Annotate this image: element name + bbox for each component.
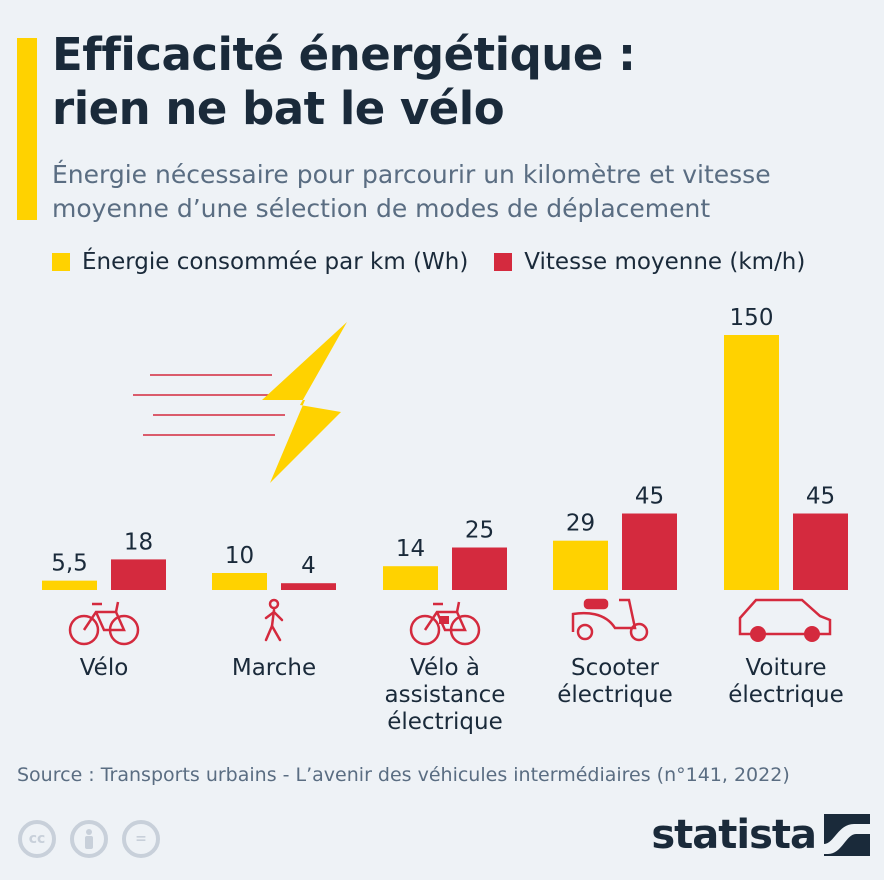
data-label: 18 [124, 529, 153, 555]
bar-speed [281, 583, 336, 590]
legend-item-energy: Énergie consommée par km (Wh) [52, 249, 468, 275]
category-label: Voiture [745, 655, 826, 681]
data-label: 4 [301, 553, 316, 579]
data-label: 5,5 [51, 551, 88, 577]
chart-title: Efficacité énergétique : rien ne bat le … [52, 28, 872, 136]
license-icons: cc = [18, 820, 174, 858]
subtitle-line-1: Énergie nécessaire pour parcourir un kil… [52, 160, 771, 189]
data-label: 10 [225, 543, 254, 569]
category-label: Vélo [80, 655, 129, 681]
category-label: Scooter [571, 655, 660, 681]
data-label: 25 [465, 518, 494, 544]
statista-mark-icon [824, 814, 870, 856]
legend-label-speed: Vitesse moyenne (km/h) [524, 249, 806, 275]
bar-speed [622, 513, 677, 590]
bar-energy [724, 335, 779, 590]
bar-energy [212, 573, 267, 590]
category-label: électrique [557, 682, 673, 708]
bicycle-icon [68, 601, 140, 646]
data-label: 29 [566, 511, 595, 537]
legend-swatch-speed [494, 253, 513, 271]
title-line-1: Efficacité énergétique : [52, 28, 636, 81]
bar-energy [383, 566, 438, 590]
no-derivatives-icon[interactable]: = [122, 820, 160, 858]
electric-bicycle-icon [409, 601, 481, 646]
category-label: Vélo à [410, 655, 480, 681]
category-label: assistance [385, 682, 506, 708]
bar-speed [793, 513, 848, 590]
walking-person-icon [264, 598, 284, 642]
category-label: Marche [232, 655, 316, 681]
category-icons-group [68, 598, 832, 646]
data-label: 45 [635, 484, 664, 510]
legend: Énergie consommée par km (Wh) Vitesse mo… [52, 246, 831, 278]
bar-speed [111, 559, 166, 590]
attribution-icon[interactable] [70, 820, 108, 858]
legend-item-speed: Vitesse moyenne (km/h) [494, 249, 805, 275]
source-note: Source : Transports urbains - L’avenir d… [17, 764, 790, 786]
scooter-icon [571, 598, 649, 642]
category-label: électrique [728, 682, 844, 708]
bar-chart: 5,5 18 10 4 14 25 29 45 150 45 Vélo Marche Vélo àas… [42, 305, 848, 735]
lightning-bolt-illustration [133, 322, 347, 483]
subtitle-line-2: moyenne d’une sélection de modes de dépl… [52, 194, 711, 223]
chart-subtitle: Énergie nécessaire pour parcourir un kil… [52, 158, 872, 226]
bar-energy [42, 580, 97, 590]
bars-group: 5,5 18 10 4 14 25 29 45 150 45 [42, 305, 848, 590]
title-accent-bar [17, 38, 37, 220]
data-label: 14 [396, 536, 425, 562]
data-label: 45 [806, 484, 835, 510]
category-label: électrique [387, 709, 503, 735]
legend-label-energy: Énergie consommée par km (Wh) [82, 249, 469, 275]
brand-logo[interactable]: statista [651, 812, 870, 858]
bar-energy [553, 540, 608, 590]
data-label: 150 [730, 305, 774, 331]
bar-speed [452, 547, 507, 590]
category-labels-group: Vélo Marche Vélo àassistanceélectriqueScoo… [80, 655, 844, 735]
legend-swatch-energy [52, 253, 70, 271]
car-icon [738, 598, 832, 642]
cc-icon[interactable]: cc [18, 820, 56, 858]
brand-name: statista [651, 812, 817, 858]
title-line-2: rien ne bat le vélo [52, 82, 505, 135]
